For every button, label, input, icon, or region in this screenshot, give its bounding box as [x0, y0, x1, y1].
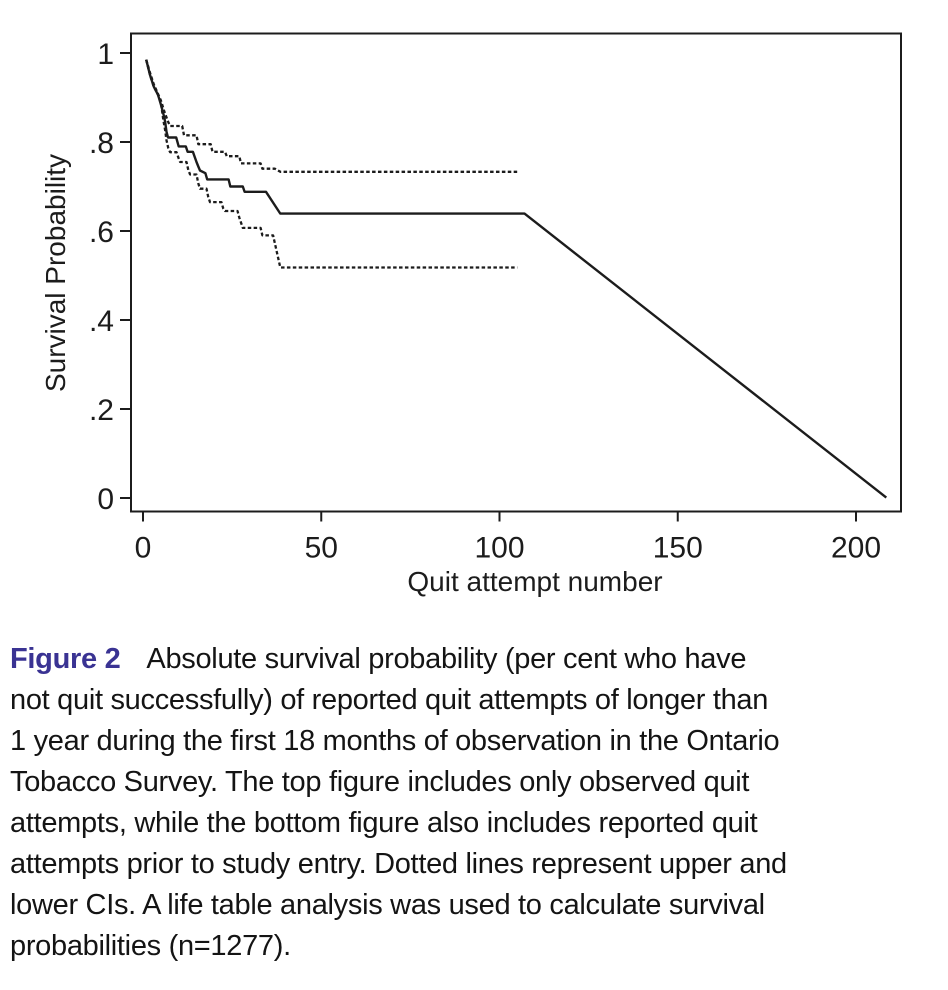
y-tick-label: .2	[89, 394, 114, 427]
x-axis: 0 50 100 150 200	[135, 511, 881, 565]
caption-line: not quit successfully) of reported quit …	[10, 684, 769, 716]
x-tick-label: 150	[653, 532, 703, 565]
y-tick-label: 0	[97, 483, 114, 516]
y-tick-label: .6	[89, 216, 114, 249]
caption-line: attempts prior to study entry. Dotted li…	[10, 848, 787, 880]
caption-text: Absolute survival probability (per cent …	[146, 643, 747, 675]
x-tick-label: 200	[831, 532, 881, 565]
y-tick-label: .8	[89, 127, 114, 160]
series-upper-ci	[145, 59, 518, 173]
caption-line: Figure 2 Absolute survival probability (p…	[10, 639, 942, 680]
caption-line: lower CIs. A life table analysis was use…	[10, 889, 765, 921]
survival-chart: 0 50 100 150 200 1 .8 .6 .4 .2 0	[89, 32, 902, 565]
caption-line: attempts, while the bottom figure also i…	[10, 807, 758, 839]
y-tick-label: 1	[97, 38, 114, 71]
plot-frame	[130, 32, 902, 513]
y-axis: 1 .8 .6 .4 .2 0	[89, 38, 131, 516]
figure-caption: Figure 2 Absolute survival probability (p…	[10, 639, 942, 967]
series-survival-estimate	[145, 59, 888, 499]
series-lower-ci	[145, 59, 518, 269]
caption-line: Tobacco Survey. The top figure includes …	[10, 766, 750, 798]
x-tick-label: 50	[305, 532, 338, 565]
x-axis-title: Quit attempt number	[407, 566, 663, 597]
survival-plot: 0 50 100 150 200 1 .8 .6 .4 .2 0	[89, 32, 902, 565]
x-tick-label: 0	[135, 532, 152, 565]
y-tick-label: .4	[89, 305, 114, 338]
caption-line: probabilities (n=1277).	[10, 930, 291, 962]
x-tick-label: 100	[474, 532, 524, 565]
figure-label: Figure 2	[10, 643, 121, 675]
caption-line: 1 year during the first 18 months of obs…	[10, 725, 780, 757]
y-axis-title: Survival Probability	[40, 153, 71, 393]
